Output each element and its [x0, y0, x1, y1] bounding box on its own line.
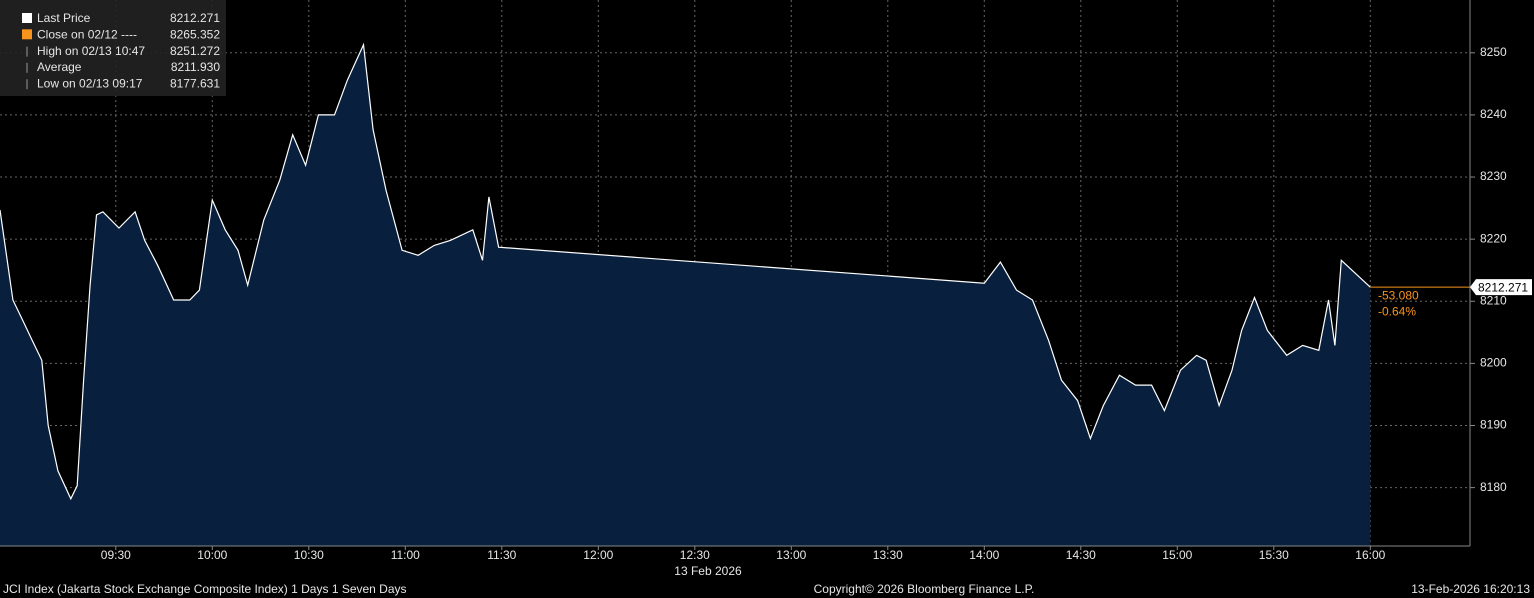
footer-right: 13-Feb-2026 16:20:13 — [1411, 582, 1530, 596]
legend-value: 8177.631 — [170, 76, 220, 90]
last-price-tag — [1470, 279, 1532, 296]
x-tick-label: 09:30 — [101, 548, 131, 562]
x-tick-label: 12:00 — [583, 548, 613, 562]
y-tick-label: 8190 — [1480, 418, 1507, 432]
legend-label: Close on 02/12 ---- — [37, 27, 137, 41]
y-tick-label: 8220 — [1480, 231, 1507, 245]
footer-center: Copyright© 2026 Bloomberg Finance L.P. — [814, 582, 1035, 596]
x-tick-label: 14:00 — [969, 548, 999, 562]
footer-left: JCI Index (Jakarta Stock Exchange Compos… — [3, 582, 407, 596]
y-tick-label: 8180 — [1480, 480, 1507, 494]
x-tick-label: 11:30 — [487, 548, 516, 562]
legend-swatch — [22, 29, 32, 40]
change-pct-label: -0.64% — [1378, 304, 1416, 318]
x-tick-label: 11:00 — [391, 548, 420, 562]
x-tick-label: 16:00 — [1355, 548, 1385, 562]
legend-box — [0, 0, 226, 96]
change-label: -53.080 — [1378, 288, 1419, 302]
y-tick-label: 8200 — [1480, 356, 1507, 370]
y-tick-label: 8210 — [1480, 293, 1507, 307]
legend-swatch — [22, 13, 32, 23]
plot — [0, 42, 1371, 546]
legend-value: 8265.352 — [170, 27, 220, 41]
legend-value: 8251.272 — [170, 44, 220, 58]
legend-label: Average — [37, 60, 82, 74]
x-tick-label: 10:30 — [294, 548, 324, 562]
legend-label: Last Price — [37, 11, 91, 25]
legend-label: High on 02/13 10:47 — [37, 44, 145, 58]
area-fill — [0, 44, 1371, 546]
price-line — [0, 42, 1371, 501]
legend-label: Low on 02/13 09:17 — [37, 76, 143, 90]
x-tick-label: 14:30 — [1066, 548, 1096, 562]
x-tick-label: 13:30 — [873, 548, 903, 562]
y-tick-label: 8230 — [1480, 169, 1507, 183]
x-date-label: 13 Feb 2026 — [674, 564, 742, 578]
x-tick-label: 10:00 — [197, 548, 227, 562]
legend-value: 8211.930 — [171, 60, 220, 74]
legend-value: 8212.271 — [170, 11, 220, 25]
last-price-label: 8212.271 — [1478, 280, 1528, 294]
x-tick-label: 13:00 — [776, 548, 806, 562]
y-tick-label: 8240 — [1480, 107, 1507, 121]
x-tick-label: 15:00 — [1162, 548, 1192, 562]
x-tick-label: 15:30 — [1259, 548, 1289, 562]
y-tick-label: 8250 — [1480, 45, 1507, 59]
x-tick-label: 12:30 — [680, 548, 710, 562]
